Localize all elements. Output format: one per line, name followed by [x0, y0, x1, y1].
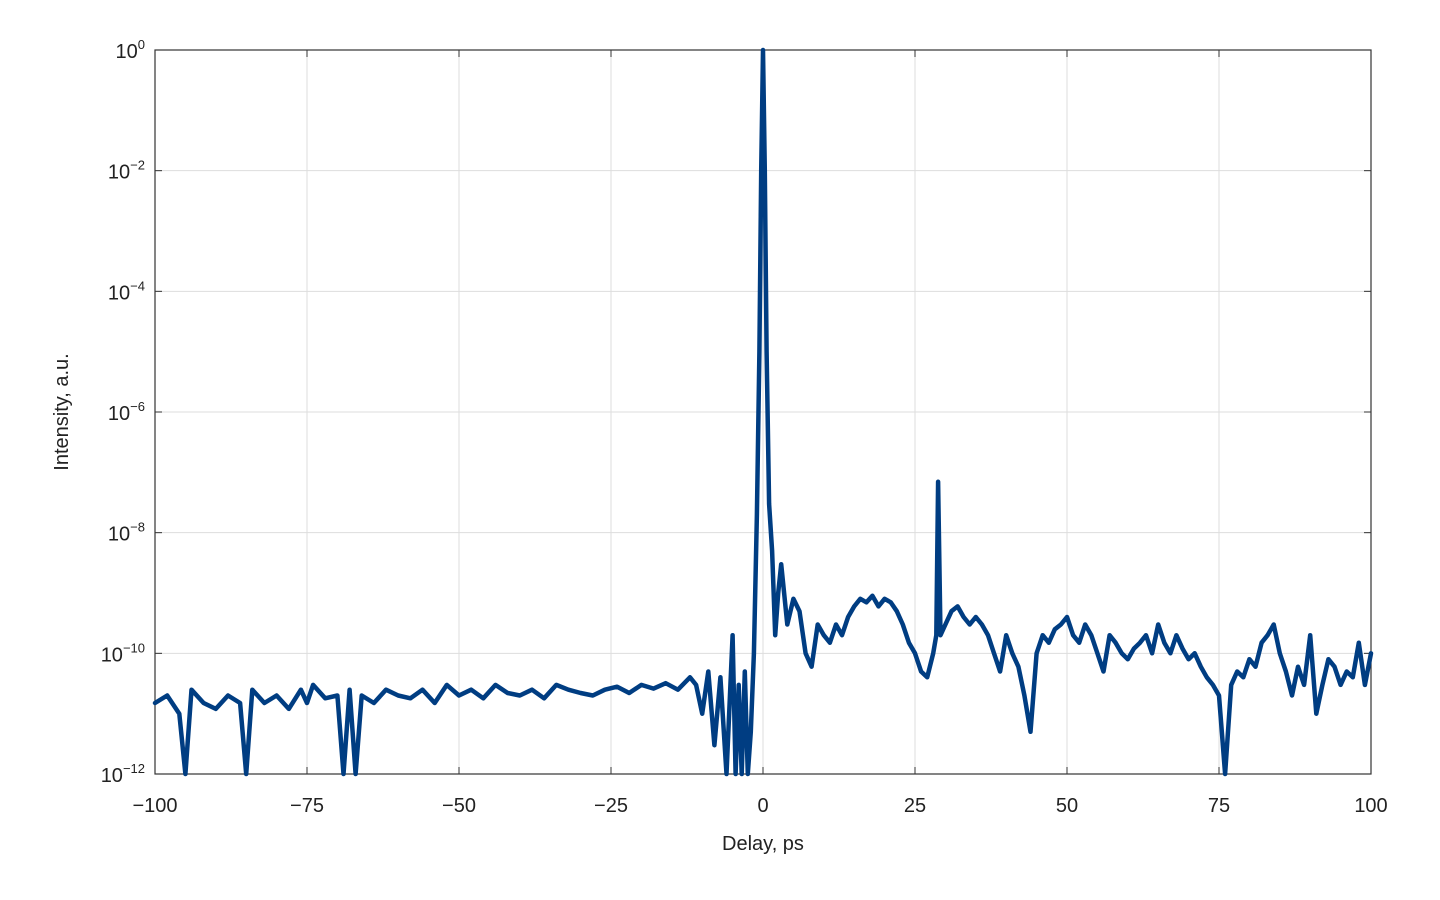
series-layer	[152, 47, 1374, 777]
x-axis-title: Delay, ps	[722, 833, 804, 855]
x-tick-label: −50	[442, 795, 476, 817]
y-tick-label-base: 10	[108, 282, 130, 304]
y-tick-label-exponent: −2	[130, 158, 145, 173]
y-tick-label-base: 10	[108, 403, 130, 425]
y-tick-label-exponent: −6	[130, 399, 145, 414]
y-tick-label-base: 10	[108, 162, 130, 184]
series-line	[152, 47, 1374, 777]
x-tick-label: −75	[290, 795, 324, 817]
y-axis-title: Intensity, a.u.	[51, 353, 73, 470]
y-tick-label-base: 10	[101, 765, 123, 787]
y-tick-label: 10−10	[101, 640, 145, 666]
y-tick-label: 10−8	[108, 520, 145, 546]
x-tick-label: −25	[594, 795, 628, 817]
y-tick-label-exponent: −4	[130, 278, 145, 293]
y-tick-label-base: 10	[101, 644, 123, 666]
y-tick-label: 10−12	[101, 761, 145, 787]
x-tick-label: 50	[1056, 795, 1078, 817]
y-tick-label: 10−6	[108, 399, 145, 425]
y-tick-label-exponent: −8	[130, 520, 145, 535]
y-tick-label-base: 10	[116, 41, 138, 63]
y-tick-label-exponent: 0	[138, 37, 145, 52]
y-tick-label: 10−4	[108, 278, 145, 304]
x-axis-tick-labels: −100 −75 −50 −25 0 25 50 75 100	[132, 795, 1387, 817]
y-tick-label-base: 10	[108, 524, 130, 546]
y-tick-label: 100	[116, 37, 145, 63]
y-tick-label: 10−2	[108, 158, 145, 184]
y-tick-label-exponent: −12	[123, 761, 145, 776]
x-tick-label: 100	[1354, 795, 1387, 817]
x-tick-label: −100	[132, 795, 177, 817]
y-tick-label-exponent: −10	[123, 640, 145, 655]
x-tick-label: 25	[904, 795, 926, 817]
grid-lines	[155, 50, 1371, 774]
x-tick-label: 75	[1208, 795, 1230, 817]
x-tick-label: 0	[757, 795, 768, 817]
